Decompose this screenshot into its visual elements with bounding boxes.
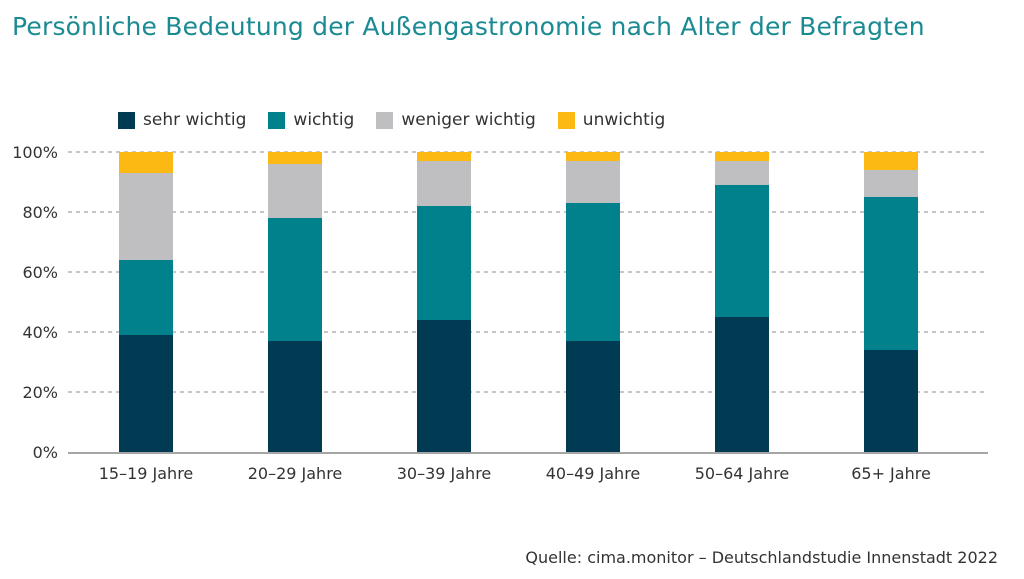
bar-segment [566,341,620,452]
bar-segment [417,320,471,452]
bar-segment [864,170,918,197]
y-tick-label: 60% [22,263,58,282]
x-tick-label: 30–39 Jahre [397,464,492,483]
bar-segment [715,317,769,452]
bar-segment [715,185,769,317]
x-tick-label: 50–64 Jahre [695,464,790,483]
bar-segment [566,161,620,203]
legend-swatch-unwichtig [557,111,575,129]
legend-swatch-wichtig [268,111,286,129]
y-tick-label: 80% [22,203,58,222]
bar-segment [119,152,173,173]
bar-segment [119,335,173,452]
bar-segment [566,152,620,161]
legend-label-weniger-wichtig: weniger wichtig [401,110,536,130]
bar-segment [119,260,173,335]
legend-item-unwichtig: unwichtig [557,110,666,130]
bar-segment [417,161,471,206]
legend-label-unwichtig: unwichtig [582,110,666,130]
bar-segment [417,152,471,161]
bar-segment [268,218,322,341]
legend-label-wichtig: wichtig [293,110,355,130]
legend: sehr wichtig wichtig weniger wichtig unw… [118,110,665,130]
source-note: Quelle: cima.monitor – Deutschlandstudie… [525,548,998,567]
legend-item-weniger-wichtig: weniger wichtig [376,110,536,130]
y-tick-label: 0% [33,443,58,462]
bar-segment [715,152,769,161]
y-tick-label: 20% [22,383,58,402]
legend-item-wichtig: wichtig [268,110,354,130]
y-tick-label: 100% [12,143,58,162]
legend-swatch-weniger-wichtig [376,111,394,129]
bar-segment [268,152,322,164]
bar-segment [268,341,322,452]
bar-segment [864,152,918,170]
legend-swatch-sehr-wichtig [118,111,135,129]
x-tick-label: 20–29 Jahre [248,464,343,483]
bar-segment [417,206,471,320]
bar-segment [864,350,918,452]
legend-item-sehr-wichtig: sehr wichtig [118,110,246,130]
legend-label-sehr-wichtig: sehr wichtig [143,110,247,130]
x-tick-label: 40–49 Jahre [546,464,641,483]
x-tick-label: 15–19 Jahre [99,464,194,483]
bar-segment [268,164,322,218]
bar-segment [864,197,918,350]
bar-segment [566,203,620,341]
bar-segment [119,173,173,260]
y-tick-label: 40% [22,323,58,342]
x-tick-label: 65+ Jahre [851,464,931,483]
bar-segment [715,161,769,185]
chart-title: Persönliche Bedeutung der Außengastronom… [12,12,925,41]
